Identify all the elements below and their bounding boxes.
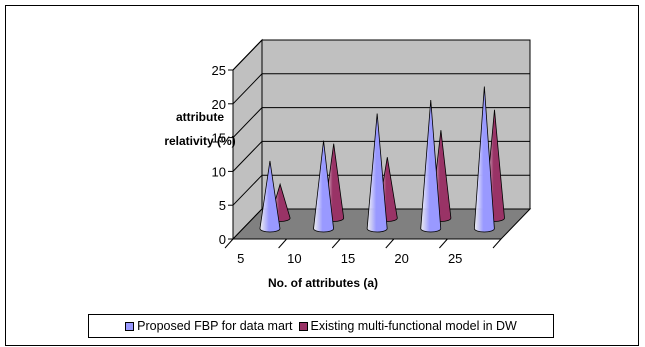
cone-proposed-5: [259, 160, 281, 233]
x-tick-label: 20: [394, 251, 408, 266]
legend-swatch-existing: [298, 321, 308, 331]
cone-body: [473, 86, 495, 233]
legend-label-existing: Existing multi-functional model in DW: [310, 319, 517, 333]
gridline: [232, 39, 530, 71]
x-tick-mark: [331, 238, 341, 249]
gridline: [232, 73, 530, 105]
side-wall: [232, 38, 263, 241]
x-tick-label: 15: [341, 251, 355, 266]
x-tick-mark: [224, 238, 234, 249]
cone-proposed-25: [473, 86, 495, 233]
legend-item-existing: Existing multi-functional model in DW: [298, 319, 517, 333]
y-tick-label: 15: [212, 131, 226, 146]
x-axis-title: No. of attributes (a): [268, 276, 378, 290]
y-axis-title-line-1: attribute: [176, 110, 224, 124]
chart-frame: [5, 5, 639, 346]
x-tick-mark: [492, 238, 502, 249]
x-tick-label: 5: [237, 251, 244, 266]
y-tick-label: 20: [212, 97, 226, 112]
legend-label-proposed: Proposed FBP for data mart: [137, 319, 293, 333]
x-tick-label: 10: [287, 251, 301, 266]
y-tick-label: 5: [219, 198, 226, 213]
chart-walls: [232, 38, 531, 241]
cone-proposed-20: [420, 100, 442, 233]
y-tick-label: 25: [212, 63, 226, 78]
y-tick-label: 0: [219, 232, 226, 247]
chart-axes: [224, 69, 502, 249]
cone-body: [259, 160, 281, 233]
cone-body: [366, 113, 388, 233]
legend-item-proposed: Proposed FBP for data mart: [125, 319, 293, 333]
x-tick-mark: [439, 238, 448, 249]
y-tick-label: 10: [212, 164, 226, 179]
y-tick-labels: 0 5 10 15 20 25: [212, 63, 226, 247]
cone-body: [420, 100, 442, 233]
x-tick-label: 25: [448, 251, 462, 266]
cone-proposed-15: [366, 113, 388, 233]
x-tick-mark: [278, 238, 287, 249]
x-tick-labels: 5 10 15 20 25: [237, 251, 462, 266]
cone-proposed-10: [313, 140, 334, 233]
legend-swatch-proposed: [125, 321, 135, 331]
chart-legend: Proposed FBP for data mart Existing mult…: [88, 314, 554, 338]
y-axis-title-line-2: relativity (%): [164, 134, 235, 148]
x-tick-mark: [385, 238, 395, 249]
chart-cones: [259, 86, 505, 233]
gridline: [232, 107, 530, 138]
cone-body: [313, 140, 334, 233]
